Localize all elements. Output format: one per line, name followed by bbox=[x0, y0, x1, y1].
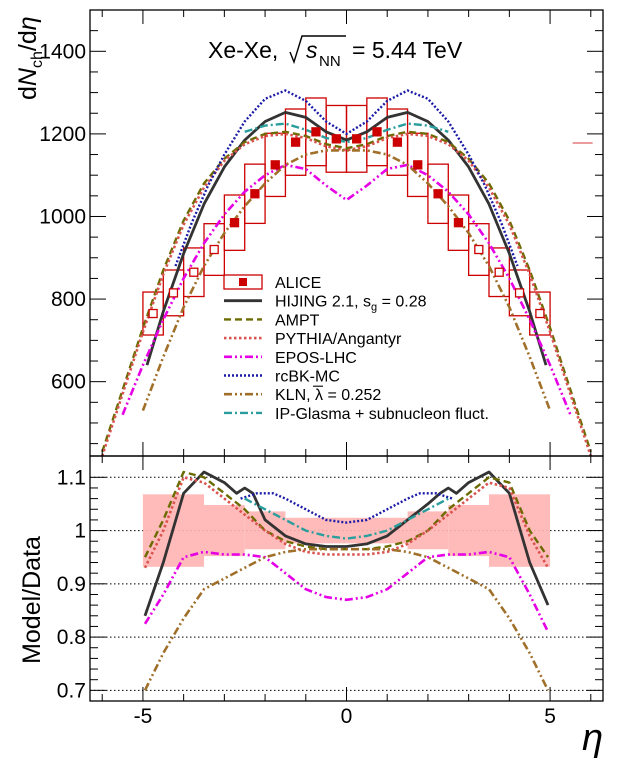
x-tick-label: -5 bbox=[134, 705, 153, 728]
model-curve bbox=[141, 149, 552, 412]
legend-label: IP-Glasma + subnucleon fluct. bbox=[275, 406, 489, 423]
alice-data-point bbox=[311, 127, 321, 137]
model-curve bbox=[101, 130, 592, 453]
ratio-curve bbox=[240, 492, 453, 524]
title-sqrt-s: s bbox=[306, 37, 318, 63]
y-tick-label-ratio: 0.9 bbox=[57, 573, 86, 596]
ratio-curve bbox=[143, 550, 550, 633]
legend-label-alice: ALICE bbox=[275, 275, 321, 292]
alice-data-point bbox=[514, 288, 525, 298]
xlabel-eta: η bbox=[582, 717, 603, 759]
top-panel: 600 800 1000 1200 1400 bbox=[39, 9, 604, 457]
legend-alice-box bbox=[223, 274, 263, 290]
legend-label: AMPT bbox=[275, 312, 320, 329]
y-tick-label-top: 600 bbox=[51, 371, 86, 394]
ratio-frame-rect bbox=[89, 455, 604, 702]
alice-data-point bbox=[494, 267, 504, 277]
ratio-panel-marks bbox=[142, 470, 551, 691]
y-tick-label-ratio: 0.7 bbox=[57, 679, 86, 702]
legend-label: PYTHIA/Angantyr bbox=[275, 331, 402, 348]
title-subscript: NN bbox=[319, 53, 341, 70]
ratio-panel: 0.7 0.8 0.9 1 1.1 -5 0 5 bbox=[57, 455, 604, 728]
x-tick-label: 0 bbox=[341, 705, 353, 728]
model-curve bbox=[100, 132, 593, 456]
legend-label: HIJING 2.1, sg = 0.28 bbox=[275, 294, 427, 314]
alice-data-point bbox=[331, 134, 341, 144]
legend-label: KLN, λ = 0.252 bbox=[275, 387, 381, 404]
alice-data-point bbox=[148, 308, 158, 319]
y-tick-label-top: 1000 bbox=[39, 205, 86, 228]
y-axis-title-top: dNch/dη bbox=[14, 16, 46, 100]
alice-data-point bbox=[209, 244, 219, 255]
ratio-curve bbox=[143, 547, 550, 691]
alice-data-point bbox=[168, 288, 179, 298]
model-curve bbox=[174, 89, 519, 267]
y-tick-label-top: 800 bbox=[51, 288, 86, 311]
alice-data-point bbox=[290, 137, 301, 147]
alice-data-point bbox=[229, 218, 240, 228]
model-curve bbox=[121, 163, 572, 416]
title-system: Xe-Xe, bbox=[208, 37, 278, 63]
alice-data-point bbox=[392, 137, 403, 147]
top-panel-marks bbox=[100, 89, 593, 456]
ratio-error-band bbox=[448, 505, 489, 557]
alice-data-point bbox=[453, 218, 464, 228]
alice-syst-box bbox=[447, 194, 470, 251]
alice-data-point bbox=[372, 127, 382, 137]
alice-syst-box bbox=[427, 163, 449, 225]
ylabel-top: dNch/dη bbox=[14, 16, 46, 100]
alice-data-point bbox=[474, 244, 484, 255]
chart-title: Xe-Xe, s NN = 5.44 TeV bbox=[208, 35, 463, 70]
legend-label: EPOS-LHC bbox=[275, 350, 357, 367]
y-tick-label-ratio: 1 bbox=[74, 520, 86, 543]
ratio-curve bbox=[244, 497, 449, 540]
alice-data-point bbox=[535, 308, 545, 319]
alice-data-point bbox=[413, 160, 423, 170]
ylabel-ratio: Model/Data bbox=[18, 536, 46, 664]
model-curve bbox=[244, 122, 449, 144]
y-tick-label-top: 1200 bbox=[39, 123, 86, 146]
sqrt-sign bbox=[289, 35, 346, 65]
legend-alice-marker bbox=[239, 278, 247, 286]
alice-data-point bbox=[352, 134, 362, 144]
legend-label: rcBK-MC bbox=[275, 369, 340, 386]
ratio-curve bbox=[143, 476, 550, 569]
alice-data-point bbox=[270, 160, 280, 170]
alice-data-point bbox=[250, 189, 260, 199]
x-tick-label: 5 bbox=[544, 705, 556, 728]
ratio-curve bbox=[143, 470, 550, 617]
ratio-error-band bbox=[204, 505, 245, 557]
model-curve bbox=[145, 111, 548, 366]
alice-data-point bbox=[433, 189, 443, 199]
y-tick-label-ratio: 1.1 bbox=[57, 466, 86, 489]
top-panel-frame: 600 800 1000 1200 1400 bbox=[39, 9, 604, 457]
alice-data-point bbox=[189, 267, 199, 277]
ratio-panel-frame: 0.7 0.8 0.9 1 1.1 -5 0 5 bbox=[57, 455, 604, 728]
y-tick-label-top: 1400 bbox=[39, 40, 86, 63]
y-tick-label-ratio: 0.8 bbox=[57, 626, 86, 649]
title-energy: = 5.44 TeV bbox=[352, 37, 463, 63]
